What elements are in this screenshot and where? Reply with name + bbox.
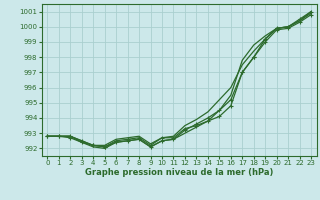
X-axis label: Graphe pression niveau de la mer (hPa): Graphe pression niveau de la mer (hPa) <box>85 168 273 177</box>
